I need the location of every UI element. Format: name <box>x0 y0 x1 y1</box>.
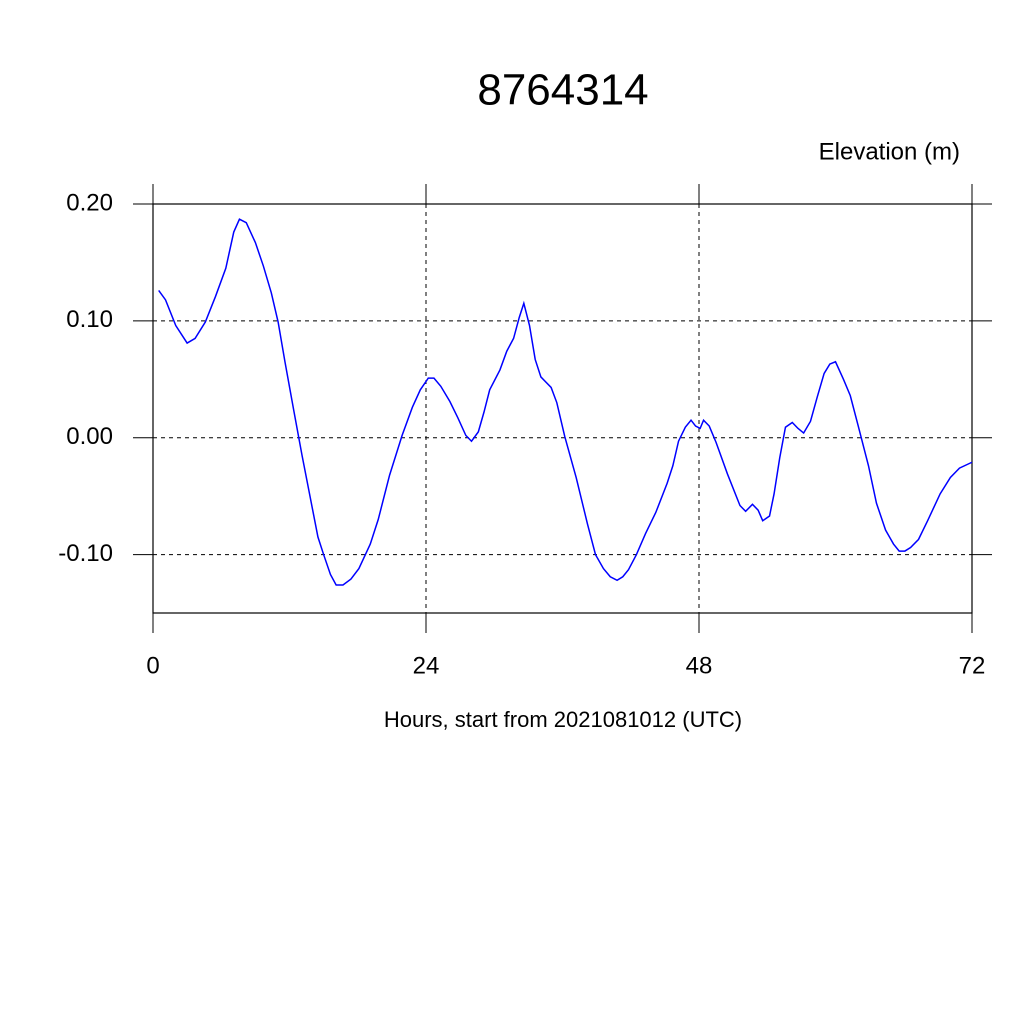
x-tick-label: 48 <box>686 652 713 679</box>
x-tick-label: 24 <box>413 652 440 679</box>
y-axis-label: Elevation (m) <box>819 138 960 165</box>
y-tick-label: 0.10 <box>66 306 113 333</box>
y-tick-label: -0.10 <box>58 540 113 567</box>
line-series <box>158 218 973 586</box>
x-tick-label: 72 <box>959 652 986 679</box>
y-tick-label: 0.00 <box>66 423 113 450</box>
plot-frame <box>152 203 973 614</box>
x-axis-label: Hours, start from 2021081012 (UTC) <box>384 707 742 732</box>
x-tick-label: 0 <box>146 652 159 679</box>
y-tick-label: 0.20 <box>66 189 113 216</box>
chart-title: 8764314 <box>477 66 648 115</box>
